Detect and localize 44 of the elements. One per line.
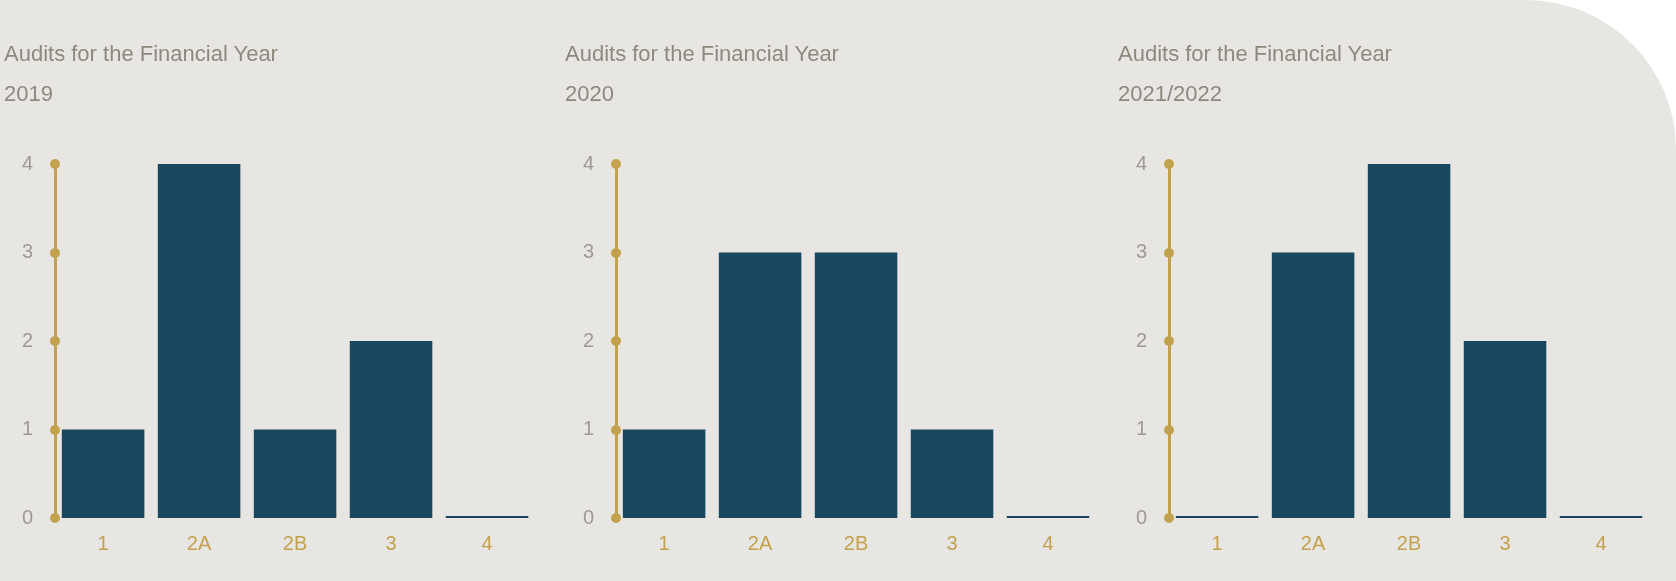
y-tick-label: 0 — [22, 505, 34, 528]
chart-title: Audits for the Financial Year 2019 — [4, 40, 278, 108]
chart-title: Audits for the Financial Year 2021/2022 — [1118, 40, 1392, 108]
x-tick-label: 1 — [658, 531, 670, 554]
bar — [157, 164, 241, 518]
bar — [61, 429, 145, 518]
y-tick-label: 2 — [583, 328, 595, 351]
x-tick-label: 3 — [385, 531, 397, 554]
y-tick-label: 4 — [22, 151, 34, 174]
chart-title: Audits for the Financial Year 2020 — [565, 40, 839, 108]
x-tick-label: 3 — [1499, 531, 1511, 554]
bar — [1271, 252, 1355, 518]
y-tick-label: 2 — [1136, 328, 1148, 351]
x-tick-label: 2B — [1396, 531, 1422, 554]
x-tick-label: 2A — [747, 531, 773, 554]
bar — [910, 429, 994, 518]
bar — [1367, 164, 1451, 518]
x-tick-label: 4 — [1042, 531, 1054, 554]
y-tick-label: 4 — [583, 151, 595, 174]
y-tick-label: 1 — [583, 417, 595, 440]
x-tick-label: 2A — [186, 531, 212, 554]
y-tick-label: 1 — [22, 417, 34, 440]
x-tick-label: 2A — [1300, 531, 1326, 554]
x-tick-label: 2B — [843, 531, 869, 554]
x-tick-label: 3 — [946, 531, 958, 554]
y-tick-label: 2 — [22, 328, 34, 351]
x-tick-label: 4 — [481, 531, 493, 554]
bar — [1463, 341, 1547, 518]
bar — [622, 429, 706, 518]
bar — [349, 341, 433, 518]
x-tick-label: 1 — [1211, 531, 1223, 554]
y-tick-label: 3 — [1136, 240, 1148, 263]
bar — [814, 252, 898, 518]
y-tick-label: 3 — [583, 240, 595, 263]
y-tick-label: 3 — [22, 240, 34, 263]
y-tick-label: 0 — [1136, 505, 1148, 528]
bar — [718, 252, 802, 518]
x-tick-label: 1 — [97, 531, 109, 554]
x-tick-label: 2B — [282, 531, 308, 554]
y-tick-label: 4 — [1136, 151, 1148, 174]
x-tick-label: 4 — [1595, 531, 1607, 554]
y-tick-label: 1 — [1136, 417, 1148, 440]
bar — [253, 429, 337, 518]
y-tick-label: 0 — [583, 505, 595, 528]
